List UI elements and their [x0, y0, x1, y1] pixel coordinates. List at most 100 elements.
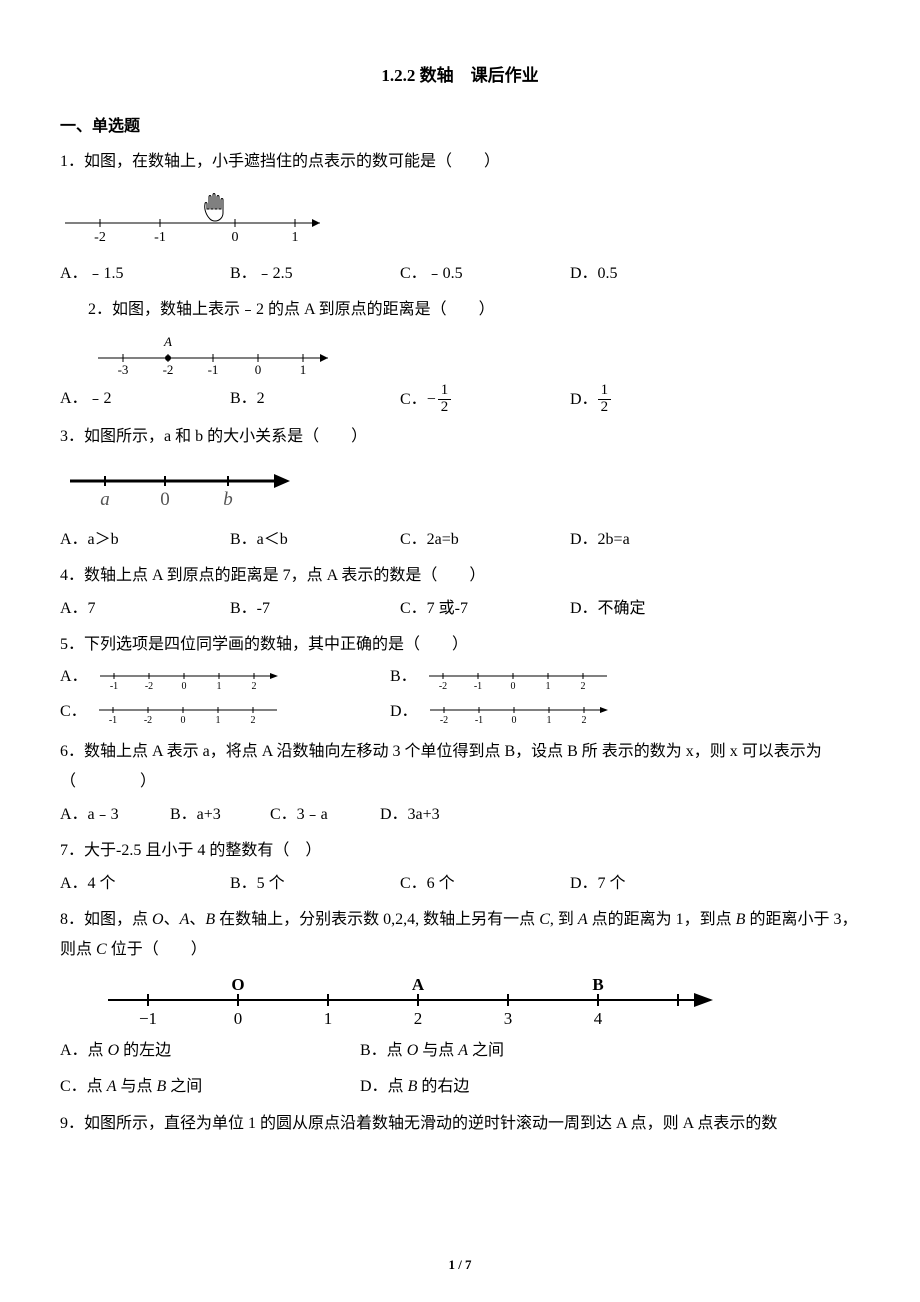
q1-number-line: -2 -1 0 1 — [60, 183, 330, 253]
svg-text:0: 0 — [234, 1009, 243, 1028]
q4-option-d: D．不确定 — [570, 594, 740, 624]
q1-option-a: A．﹣1.5 — [60, 259, 230, 289]
q3-option-a: A．a＞b — [60, 525, 230, 555]
q8-option-b: B．点 O 与点 A 之间 — [360, 1036, 660, 1066]
svg-text:1: 1 — [292, 230, 299, 245]
svg-text:-1: -1 — [474, 681, 482, 692]
q3-option-d: D．2b=a — [570, 525, 740, 555]
q5-line-d: -2 -1 0 1 2 — [424, 698, 614, 726]
q4-option-c: C．7 或-7 — [400, 594, 570, 624]
q6-text: 6．数轴上点 A 表示 a，将点 A 沿数轴向左移动 3 个单位得到点 B，设点… — [60, 737, 860, 798]
q7-options: A．4 个 B．5 个 C．6 个 D．7 个 — [60, 869, 860, 899]
svg-text:-2: -2 — [144, 681, 152, 692]
q2-option-b: B．2 — [230, 384, 400, 417]
q3-number-line: a 0 b — [60, 463, 300, 515]
svg-text:2: 2 — [580, 681, 585, 692]
svg-text:-2: -2 — [439, 681, 447, 692]
hand-icon — [205, 194, 223, 222]
q1-options: A．﹣1.5 B．﹣2.5 C．﹣0.5 D．0.5 — [60, 259, 860, 289]
q3-option-c: C．2a=b — [400, 525, 570, 555]
svg-text:-2: -2 — [94, 230, 106, 245]
q8-option-d: D．点 B 的右边 — [360, 1072, 660, 1102]
svg-text:-3: -3 — [118, 362, 129, 377]
q3-option-b: B．a＜b — [230, 525, 400, 555]
svg-text:2: 2 — [250, 715, 255, 726]
svg-text:-1: -1 — [154, 230, 166, 245]
q3-text: 3．如图所示，a 和 b 的大小关系是（ ） — [60, 422, 860, 452]
svg-text:-1: -1 — [474, 715, 482, 726]
q2-number-line: -3 -2 -1 0 1 A — [88, 332, 348, 378]
svg-text:O: O — [231, 975, 244, 994]
q7-text: 7．大于-2.5 且小于 4 的整数有（ ） — [60, 836, 860, 866]
svg-text:0: 0 — [510, 681, 515, 692]
q5-option-b-label: B． — [390, 662, 417, 692]
svg-text:B: B — [592, 975, 603, 994]
q7-option-c: C．6 个 — [400, 869, 570, 899]
q6-option-b: B．a+3 — [170, 800, 270, 830]
section-heading: 一、单选题 — [60, 112, 860, 142]
q3-options: A．a＞b B．a＜b C．2a=b D．2b=a — [60, 525, 860, 555]
q7-option-d: D．7 个 — [570, 869, 740, 899]
svg-text:-1: -1 — [208, 362, 219, 377]
svg-text:1: 1 — [216, 681, 221, 692]
svg-text:0: 0 — [511, 715, 516, 726]
svg-text:-2: -2 — [144, 715, 152, 726]
page-number: 1 / 7 — [0, 1253, 920, 1278]
q4-option-b: B．-7 — [230, 594, 400, 624]
svg-text:−1: −1 — [139, 1009, 157, 1028]
q4-text: 4．数轴上点 A 到原点的距离是 7，点 A 表示的数是（ ） — [60, 561, 860, 591]
q5-line-a: -1 -2 0 1 2 — [94, 664, 284, 692]
q2-option-a: A．﹣2 — [60, 384, 230, 417]
svg-text:1: 1 — [300, 362, 307, 377]
svg-text:0: 0 — [180, 715, 185, 726]
svg-text:0: 0 — [160, 489, 170, 510]
q6-option-d: D．3a+3 — [380, 800, 480, 830]
q1-option-b: B．﹣2.5 — [230, 259, 400, 289]
q8-text: 8．如图，点 O、A、B 在数轴上，分别表示数 0,2,4, 数轴上另有一点 C… — [60, 905, 860, 966]
q5-text: 5．下列选项是四位同学画的数轴，其中正确的是（ ） — [60, 630, 860, 660]
q2-options: A．﹣2 B．2 C．−12 D．12 — [60, 384, 860, 417]
svg-text:-2: -2 — [439, 715, 447, 726]
svg-text:1: 1 — [545, 681, 550, 692]
q2-option-c: C．−12 — [400, 384, 570, 417]
q5-option-a-label: A． — [60, 662, 88, 692]
q8-option-a: A．点 O 的左边 — [60, 1036, 360, 1066]
svg-text:b: b — [223, 489, 233, 510]
q1-option-c: C．﹣0.5 — [400, 259, 570, 289]
svg-text:0: 0 — [232, 230, 239, 245]
q7-option-b: B．5 个 — [230, 869, 400, 899]
svg-text:2: 2 — [414, 1009, 423, 1028]
svg-text:-1: -1 — [109, 681, 117, 692]
q9-text: 9．如图所示，直径为单位 1 的圆从原点沿着数轴无滑动的逆时针滚动一周到达 A … — [60, 1109, 860, 1139]
svg-text:0: 0 — [255, 362, 262, 377]
svg-text:1: 1 — [546, 715, 551, 726]
q6-option-a: A．a﹣3 — [60, 800, 170, 830]
svg-text:2: 2 — [251, 681, 256, 692]
q8-number-line: −1 0 1 2 3 4 O A B — [88, 972, 728, 1030]
svg-text:0: 0 — [181, 681, 186, 692]
svg-text:1: 1 — [324, 1009, 333, 1028]
q8-options-2: C．点 A 与点 B 之间 D．点 B 的右边 — [60, 1072, 860, 1102]
q4-options: A．7 B．-7 C．7 或-7 D．不确定 — [60, 594, 860, 624]
q2-option-d: D．12 — [570, 384, 740, 417]
q1-text: 1．如图，在数轴上，小手遮挡住的点表示的数可能是（ ） — [60, 147, 860, 177]
svg-text:-2: -2 — [163, 362, 174, 377]
q6-options: A．a﹣3 B．a+3 C．3﹣a D．3a+3 — [60, 800, 860, 830]
svg-text:1: 1 — [215, 715, 220, 726]
svg-text:2: 2 — [581, 715, 586, 726]
page-title: 1.2.2 数轴 课后作业 — [60, 60, 860, 92]
svg-text:A: A — [412, 975, 425, 994]
svg-text:-1: -1 — [109, 715, 117, 726]
q5-line-c: -1 -2 0 1 2 — [93, 698, 283, 726]
svg-text:A: A — [163, 334, 172, 349]
svg-text:a: a — [100, 489, 110, 510]
q5-option-d-label: D． — [390, 697, 418, 727]
q7-option-a: A．4 个 — [60, 869, 230, 899]
q4-option-a: A．7 — [60, 594, 230, 624]
q8-option-c: C．点 A 与点 B 之间 — [60, 1072, 360, 1102]
q8-options-1: A．点 O 的左边 B．点 O 与点 A 之间 — [60, 1036, 860, 1066]
svg-text:3: 3 — [504, 1009, 513, 1028]
q2-text: 2．如图，数轴上表示﹣2 的点 A 到原点的距离是（ ） — [60, 295, 860, 325]
q6-option-c: C．3﹣a — [270, 800, 380, 830]
q1-option-d: D．0.5 — [570, 259, 740, 289]
